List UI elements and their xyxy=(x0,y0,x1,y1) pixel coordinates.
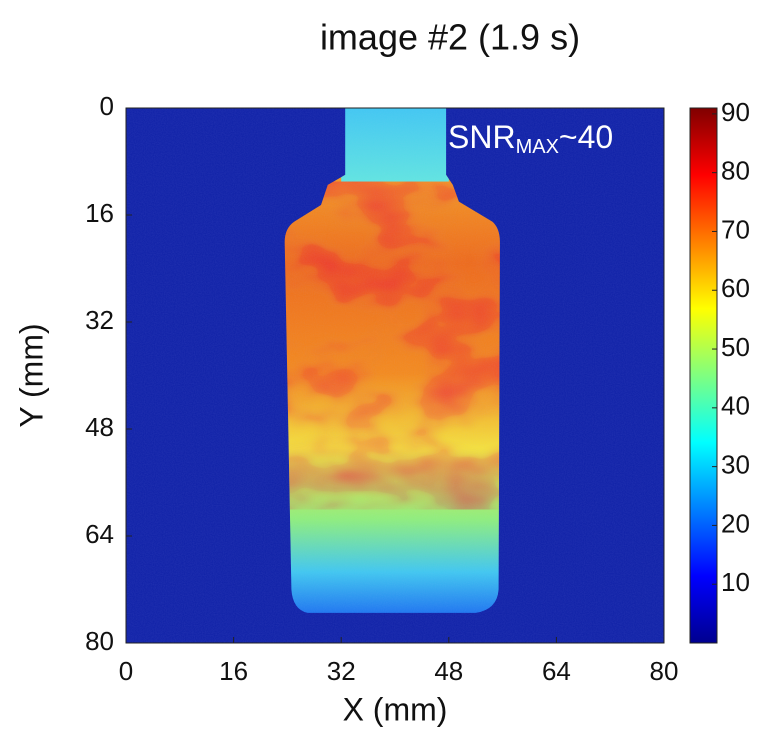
colorbar-tick-label: 40 xyxy=(721,391,750,421)
annotation: SNRMAX~40 xyxy=(448,119,613,158)
x-tick-label: 80 xyxy=(650,656,679,686)
colorbar xyxy=(689,107,718,644)
colorbar-tick-label: 80 xyxy=(721,156,750,186)
annotation-subscript: MAX xyxy=(516,136,559,158)
y-tick-label: 80 xyxy=(85,626,114,656)
colorbar-tick-label: 30 xyxy=(721,450,750,480)
chart-title: image #2 (1.9 s) xyxy=(320,17,580,58)
colorbar-tick-label: 60 xyxy=(721,273,750,303)
y-tick-label: 64 xyxy=(85,519,114,549)
colorbar-tick-label: 70 xyxy=(721,214,750,244)
y-axis-label: Y (mm) xyxy=(13,323,49,427)
plot-frame xyxy=(125,107,665,644)
bottle xyxy=(284,108,500,613)
x-tick-label: 16 xyxy=(219,656,248,686)
colorbar-tick-label: 90 xyxy=(721,97,750,127)
x-tick-label: 32 xyxy=(327,656,356,686)
x-tick-label: 64 xyxy=(542,656,571,686)
y-tick-label: 48 xyxy=(85,412,114,442)
y-tick-label: 32 xyxy=(85,305,114,335)
annotation-suffix: ~40 xyxy=(559,119,613,155)
x-axis-label: X (mm) xyxy=(343,691,448,727)
colorbar-tick-label: 20 xyxy=(721,508,750,538)
annotation-text: SNR xyxy=(448,119,516,155)
y-tick-label: 0 xyxy=(100,91,114,121)
colorbar-tick-label: 10 xyxy=(721,567,750,597)
x-tick-label: 48 xyxy=(434,656,463,686)
x-tick-label: 0 xyxy=(119,656,133,686)
colorbar-tick-label: 50 xyxy=(721,332,750,362)
y-tick-label: 16 xyxy=(85,198,114,228)
